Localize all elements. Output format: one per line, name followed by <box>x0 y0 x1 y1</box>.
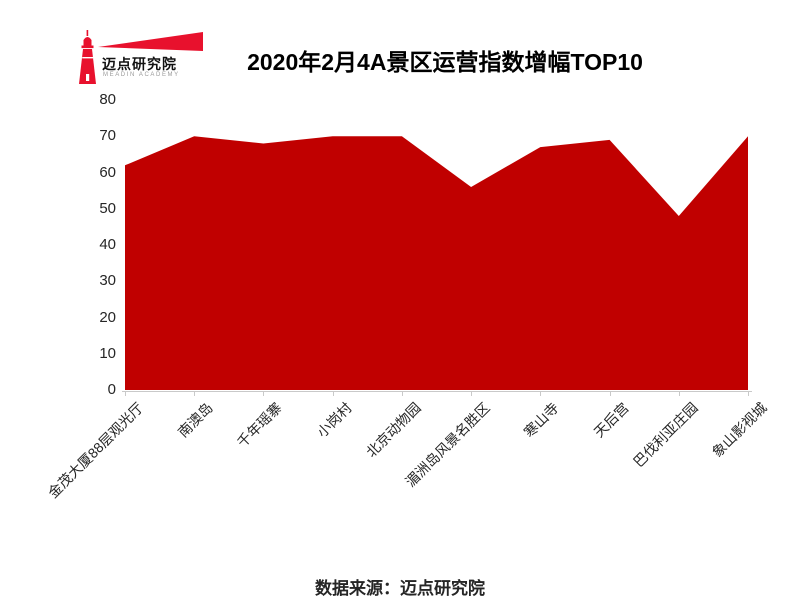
x-axis-category-label: 千年瑶寨 <box>234 399 286 451</box>
brand-logo: 迈点研究院 MEADIN ACADEMY <box>72 27 212 89</box>
x-axis-tick <box>748 392 749 396</box>
y-axis-tick-label: 70 <box>99 127 116 145</box>
x-axis-tick <box>332 392 334 396</box>
y-axis-tick-label: 50 <box>99 199 116 217</box>
data-source-note: 数据来源：迈点研究院 <box>315 579 485 598</box>
area-series-shape <box>125 136 748 390</box>
lighthouse-icon <box>79 30 203 84</box>
x-axis-category-label: 巴伐利亚庄园 <box>629 399 701 471</box>
x-axis-tick <box>609 392 611 396</box>
y-axis-tick-label: 80 <box>99 91 116 108</box>
x-axis-category-label: 天后宫 <box>590 399 632 441</box>
x-axis-tick <box>125 392 126 396</box>
x-axis-category-label: 南澳岛 <box>174 399 216 441</box>
x-axis-tick <box>540 392 542 396</box>
x-axis-category-label: 寒山寺 <box>521 399 563 441</box>
area-series <box>125 136 748 390</box>
y-axis-tick-label: 60 <box>99 163 116 181</box>
x-axis-tick <box>471 392 473 396</box>
brand-name-cn: 迈点研究院 <box>102 56 177 72</box>
x-axis-category-label: 北京动物园 <box>362 399 424 461</box>
brand-name-en: MEADIN ACADEMY <box>103 72 180 78</box>
x-axis-category-label: 小岗村 <box>313 399 355 441</box>
x-axis-category-label: 象山影视城 <box>708 399 770 461</box>
x-axis-category-label: 金茂大厦88层观光厅 <box>45 399 147 501</box>
y-axis-tick-label: 20 <box>99 308 116 326</box>
x-axis-tick <box>263 392 265 396</box>
y-axis-tick-label: 30 <box>99 272 116 290</box>
x-axis-tick <box>194 392 196 396</box>
y-axis-tick-label: 40 <box>99 236 116 253</box>
x-axis-tick <box>678 392 680 396</box>
x-axis-line <box>122 391 752 392</box>
light-beam-shape <box>98 32 203 51</box>
x-axis-tick <box>401 392 403 396</box>
chart-title: 2020年2月4A景区运营指数增幅TOP10 <box>247 49 643 75</box>
y-axis-tick-label: 10 <box>99 344 116 362</box>
y-axis-tick-label: 0 <box>107 381 116 398</box>
